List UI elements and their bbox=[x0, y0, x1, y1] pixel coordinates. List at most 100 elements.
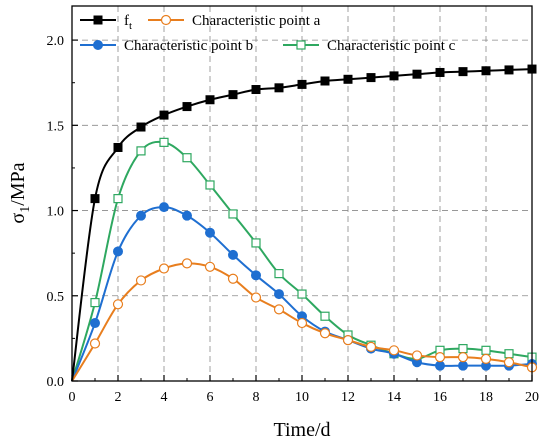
legend-swatch-marker bbox=[93, 40, 103, 50]
legend-label: Characteristic point a bbox=[192, 13, 321, 29]
y-tick-label: 1.0 bbox=[47, 205, 65, 220]
legend-swatch-marker bbox=[160, 14, 172, 26]
data-point bbox=[251, 85, 261, 95]
data-point bbox=[273, 304, 285, 315]
x-tick-label: 4 bbox=[161, 390, 168, 405]
x-tick-label: 6 bbox=[207, 390, 214, 405]
data-point bbox=[182, 210, 192, 221]
series-0 bbox=[71, 64, 537, 382]
data-point bbox=[480, 353, 492, 364]
y-axis-title-subscript: 1 bbox=[18, 206, 33, 213]
data-point bbox=[319, 328, 331, 339]
data-point bbox=[320, 76, 330, 86]
data-point bbox=[458, 344, 468, 354]
data-point bbox=[227, 273, 239, 284]
data-point bbox=[388, 345, 400, 356]
legend-label: ft bbox=[124, 13, 132, 32]
data-point bbox=[113, 194, 123, 204]
data-point bbox=[205, 227, 215, 238]
data-point bbox=[366, 73, 376, 83]
data-point bbox=[481, 345, 491, 355]
data-point bbox=[113, 142, 123, 152]
x-tick-label: 8 bbox=[253, 390, 260, 405]
data-point bbox=[343, 74, 353, 84]
data-point bbox=[181, 258, 193, 269]
x-tick-label: 2 bbox=[115, 390, 122, 405]
legend-item-3: Characteristic point c bbox=[283, 38, 456, 54]
x-tick-label: 14 bbox=[387, 390, 401, 405]
data-point bbox=[113, 246, 123, 257]
x-tick-label: 12 bbox=[341, 390, 355, 405]
data-point bbox=[251, 270, 261, 281]
data-point bbox=[250, 292, 262, 303]
data-point bbox=[136, 146, 146, 156]
data-point bbox=[457, 352, 469, 363]
data-point bbox=[412, 69, 422, 79]
data-point bbox=[136, 210, 146, 221]
data-point bbox=[458, 67, 468, 77]
data-point bbox=[90, 318, 100, 329]
legend: ft Characteristic point a Characteristic p… bbox=[80, 13, 456, 54]
data-point bbox=[228, 209, 238, 219]
series-layer bbox=[71, 64, 538, 382]
y-axis-title-unit: /MPa bbox=[7, 162, 29, 205]
legend-item-0: ft bbox=[80, 13, 132, 32]
data-point bbox=[458, 360, 468, 371]
tick-layer: 0 2 4 6 8 10 12 14 16 18 20 0.0 0.5 1.0 1.5 2.0 bbox=[47, 34, 540, 405]
legend-item-2: Characteristic point b bbox=[80, 38, 253, 54]
data-point bbox=[89, 338, 101, 349]
data-point bbox=[274, 83, 284, 93]
data-point bbox=[228, 249, 238, 260]
series-1 bbox=[71, 258, 538, 382]
data-point bbox=[411, 350, 423, 361]
data-point bbox=[435, 67, 445, 77]
y-axis-title-group: σ1/MPa bbox=[7, 162, 33, 223]
data-point bbox=[182, 153, 192, 163]
data-point bbox=[481, 66, 491, 76]
series-3 bbox=[71, 137, 537, 382]
data-point bbox=[274, 289, 284, 300]
data-point bbox=[90, 194, 100, 204]
data-point bbox=[205, 95, 215, 105]
legend-label: Characteristic point b bbox=[124, 38, 253, 54]
data-point bbox=[503, 357, 515, 368]
data-point bbox=[435, 360, 445, 371]
data-point bbox=[297, 79, 307, 89]
data-point bbox=[320, 311, 330, 321]
y-tick-label: 1.5 bbox=[47, 119, 65, 134]
y-tick-label: 0.5 bbox=[47, 290, 65, 305]
y-axis-title: σ1/MPa bbox=[7, 162, 33, 223]
data-point bbox=[504, 349, 514, 359]
data-point bbox=[159, 202, 169, 213]
data-point bbox=[274, 269, 284, 279]
data-point bbox=[365, 341, 377, 353]
legend-swatch-marker bbox=[93, 15, 103, 25]
data-point bbox=[204, 261, 216, 272]
data-point bbox=[296, 317, 308, 329]
data-point bbox=[504, 65, 514, 75]
legend-label: Characteristic point c bbox=[327, 38, 456, 54]
x-tick-label: 16 bbox=[433, 390, 447, 405]
y-tick-label: 0.0 bbox=[47, 375, 65, 390]
data-point bbox=[90, 297, 100, 308]
x-tick-label: 18 bbox=[479, 390, 493, 405]
data-point bbox=[434, 352, 446, 363]
data-point bbox=[228, 90, 238, 100]
x-tick-label: 0 bbox=[69, 390, 76, 405]
data-point bbox=[342, 334, 354, 346]
data-point bbox=[297, 289, 307, 299]
y-tick-label: 2.0 bbox=[47, 34, 65, 49]
x-tick-label: 20 bbox=[525, 390, 539, 405]
legend-swatch-marker bbox=[296, 40, 306, 50]
data-point bbox=[159, 110, 169, 120]
data-point bbox=[159, 137, 169, 147]
series-line bbox=[71, 68, 533, 382]
x-tick-label: 10 bbox=[295, 390, 309, 405]
y-axis-title-symbol: σ bbox=[7, 213, 29, 224]
legend-item-1: Characteristic point a bbox=[148, 13, 321, 29]
data-point bbox=[136, 122, 146, 132]
data-point bbox=[135, 275, 147, 286]
data-point bbox=[251, 238, 261, 248]
data-point bbox=[182, 102, 192, 112]
